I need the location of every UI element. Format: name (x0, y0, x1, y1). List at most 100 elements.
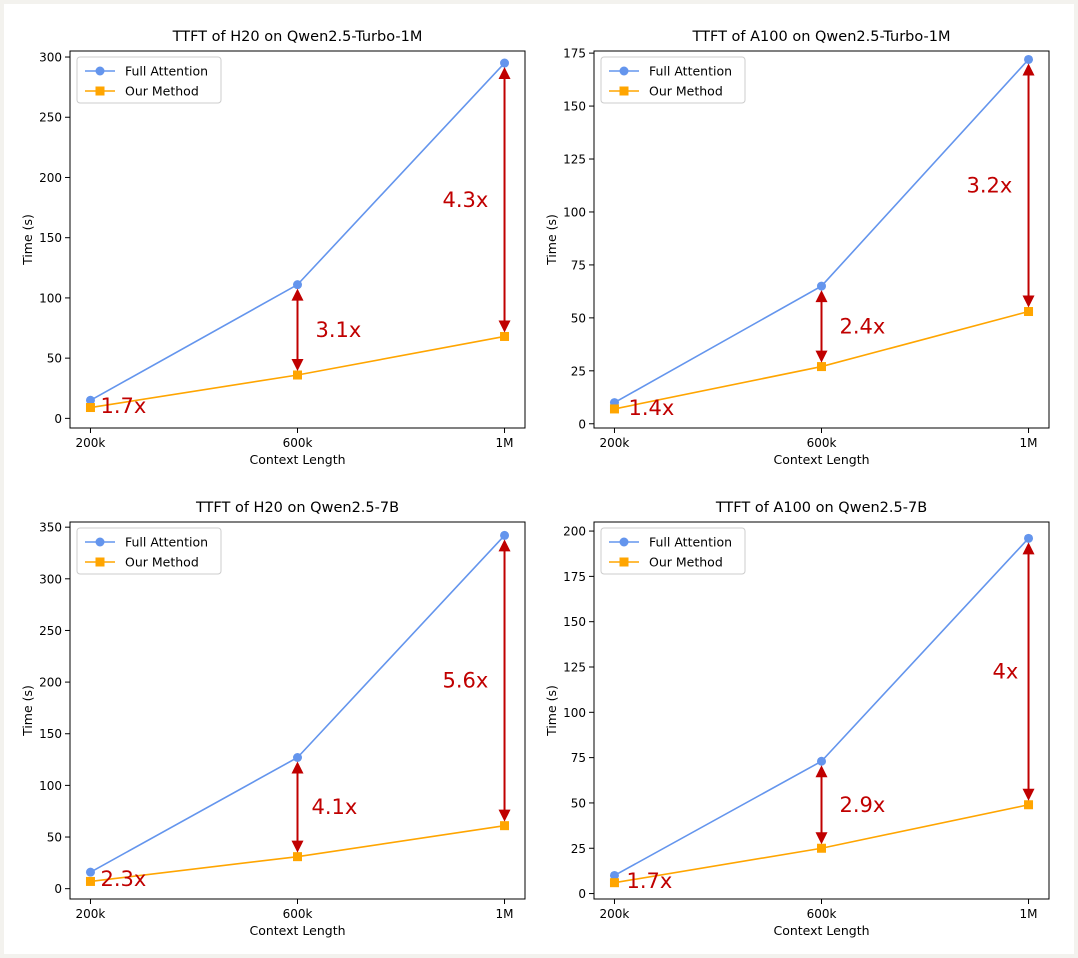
data-point-marker (500, 821, 510, 831)
chart-panel-2: TTFT of A100 on Qwen2.5-Turbo-1M 0 25 50 75 1… (544, 29, 1050, 467)
ratio-arrowhead-down (815, 350, 828, 363)
y-tick-label: 200 (39, 171, 62, 185)
ratio-label: 3.1x (316, 318, 362, 342)
ratio-arrowhead-up (291, 288, 304, 301)
y-tick-label: 50 (571, 311, 586, 325)
plot-frame (69, 521, 526, 900)
data-point-marker (817, 362, 826, 372)
y-tick-label: 75 (571, 751, 586, 765)
x-tick-label: 600k (283, 436, 313, 450)
legend-marker (619, 86, 629, 96)
y-axis-label: Time (s) (20, 685, 35, 737)
y-tick-label: 100 (563, 205, 586, 219)
y-tick-label: 0 (54, 882, 62, 896)
y-tick-label: 250 (39, 624, 62, 638)
x-tick-label: 200k (76, 907, 106, 921)
y-tick-label: 300 (39, 572, 62, 586)
legend: Full Attention Our Method (76, 527, 222, 575)
x-tick-label: 1M (1020, 907, 1038, 921)
ratio-label: 3.2x (967, 173, 1013, 197)
data-point-marker (1024, 800, 1034, 810)
y-tick-label: 250 (39, 111, 62, 125)
data-point-marker (609, 870, 619, 880)
ratio-arrowhead-up (498, 539, 511, 552)
data-point-marker (500, 530, 510, 540)
chart-figure: TTFT of H20 on Qwen2.5-Turbo-1M 0 50 100 150… (20, 29, 1050, 938)
y-tick-label: 0 (578, 417, 586, 431)
ratio-label: 1.7x (626, 869, 672, 893)
data-point-marker (1024, 54, 1034, 64)
y-tick-label: 25 (571, 842, 586, 856)
x-tick-label: 600k (283, 907, 313, 921)
ratio-label: 1.4x (628, 396, 674, 420)
y-tick-label: 150 (563, 615, 586, 629)
ratio-arrowhead-down (1022, 295, 1035, 308)
legend-marker (95, 66, 105, 76)
data-point-marker (500, 331, 510, 341)
x-tick-label: 1M (1020, 436, 1038, 450)
x-tick-label: 200k (600, 907, 630, 921)
ratio-label: 4.3x (443, 188, 489, 212)
data-point-marker (609, 404, 619, 414)
legend-label: Full Attention (649, 535, 732, 550)
x-tick-label: 200k (76, 436, 106, 450)
x-tick-label: 600k (807, 907, 837, 921)
figure: TTFT of H20 on Qwen2.5-Turbo-1M 0 50 100 150… (4, 4, 1074, 954)
y-tick-label: 150 (39, 231, 62, 245)
y-tick-label: 125 (563, 661, 586, 675)
x-tick-label: 1M (496, 436, 514, 450)
x-tick-label: 200k (600, 436, 630, 450)
ratio-label: 5.6x (443, 669, 489, 693)
legend-marker (619, 557, 629, 567)
legend: Full Attention Our Method (76, 56, 222, 104)
data-point-marker (817, 843, 826, 853)
ratio-label: 2.4x (840, 314, 886, 338)
y-tick-label: 100 (39, 291, 62, 305)
legend: Full Attention Our Method (600, 56, 746, 104)
legend-label: Full Attention (125, 64, 208, 79)
y-tick-label: 100 (39, 779, 62, 793)
legend-label: Our Method (649, 555, 723, 570)
ratio-label: 2.9x (840, 793, 886, 817)
legend-marker (95, 537, 105, 547)
y-axis-label: Time (s) (544, 214, 559, 266)
x-tick-label: 1M (496, 907, 514, 921)
data-point-marker (293, 752, 302, 762)
ratio-arrowhead-up (1022, 542, 1035, 555)
data-point-marker (85, 876, 95, 886)
ratio-arrowhead-up (498, 67, 511, 80)
ratio-arrowhead-down (498, 320, 511, 333)
legend-marker (95, 557, 105, 567)
ratio-arrowhead-up (815, 765, 828, 778)
chart-title: TTFT of A100 on Qwen2.5-Turbo-1M (692, 29, 951, 45)
chart-title: TTFT of A100 on Qwen2.5-7B (715, 500, 927, 516)
chart-panel-1: TTFT of H20 on Qwen2.5-Turbo-1M 0 50 100 150… (20, 29, 526, 467)
data-point-marker (1024, 533, 1034, 543)
y-tick-label: 150 (39, 727, 62, 741)
data-point-marker (293, 852, 302, 862)
legend-label: Our Method (649, 84, 723, 99)
y-axis-label: Time (s) (544, 685, 559, 737)
ratio-arrowhead-up (1022, 63, 1035, 76)
chart-title: TTFT of H20 on Qwen2.5-Turbo-1M (172, 29, 423, 45)
y-axis-label: Time (s) (20, 214, 35, 266)
y-tick-label: 350 (39, 521, 62, 535)
y-tick-label: 50 (47, 352, 62, 366)
y-tick-label: 150 (563, 100, 586, 114)
ratio-arrowhead-up (291, 761, 304, 774)
ratio-arrowhead-down (291, 840, 304, 853)
legend-marker (619, 66, 629, 76)
y-tick-label: 175 (563, 570, 586, 584)
y-tick-label: 0 (54, 412, 62, 426)
y-tick-label: 50 (571, 796, 586, 810)
chart-title: TTFT of H20 on Qwen2.5-7B (195, 500, 399, 516)
x-axis-label: Context Length (249, 452, 345, 467)
y-tick-label: 200 (563, 525, 586, 539)
x-axis-label: Context Length (249, 923, 345, 938)
ratio-arrowhead-down (291, 359, 304, 372)
ratio-arrowhead-down (815, 832, 828, 845)
legend-marker (95, 86, 105, 96)
legend-label: Our Method (125, 555, 199, 570)
y-tick-label: 25 (571, 364, 586, 378)
data-point-marker (1024, 307, 1034, 317)
